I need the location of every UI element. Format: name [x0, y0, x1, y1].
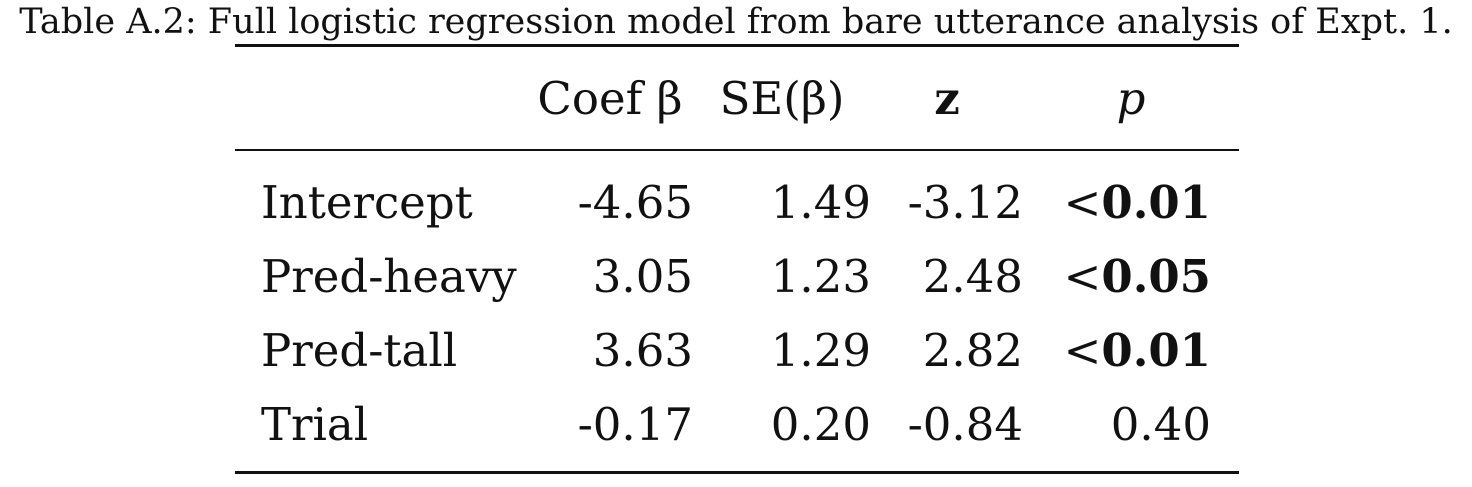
table-row: Pred-heavy 3.05 1.23 2.48 <0.05 [235, 239, 1239, 313]
p-cell: 0.40 [1023, 387, 1239, 471]
coef-cell: 3.05 [592, 249, 693, 303]
regression-table-grid: Coef β SE(β) z p [235, 47, 1239, 149]
z-cell: 2.48 [922, 249, 1023, 303]
term-cell: Pred-heavy [261, 249, 517, 303]
header-row: Coef β SE(β) z p [235, 47, 1239, 149]
p-cell: <0.01 [1023, 151, 1239, 239]
top-rule [235, 44, 1239, 47]
p-value: 0.05 [1101, 249, 1211, 303]
header-coef: Coef β [537, 71, 683, 125]
p-prefix: < [1063, 249, 1102, 303]
coef-cell: -4.65 [577, 175, 693, 229]
table-row: Pred-tall 3.63 1.29 2.82 <0.01 [235, 313, 1239, 387]
term-cell: Intercept [261, 175, 473, 229]
header-z: z [934, 71, 960, 125]
table-caption: Table A.2: Full logistic regression mode… [19, 2, 1453, 42]
coef-cell: -0.17 [577, 397, 693, 451]
regression-table-body: Intercept -4.65 1.49 -3.12 <0.01 Pred-he… [235, 151, 1239, 471]
p-cell: <0.01 [1023, 313, 1239, 387]
coef-cell: 3.63 [592, 323, 693, 377]
bottom-rule [235, 471, 1239, 474]
z-cell: 2.82 [922, 323, 1023, 377]
se-cell: 1.49 [770, 175, 871, 229]
z-cell: -3.12 [907, 175, 1023, 229]
se-cell: 1.23 [770, 249, 871, 303]
p-prefix: < [1063, 323, 1102, 377]
p-cell: <0.05 [1023, 239, 1239, 313]
table-row: Trial -0.17 0.20 -0.84 0.40 [235, 387, 1239, 471]
p-value: 0.01 [1101, 175, 1211, 229]
se-cell: 0.20 [770, 397, 871, 451]
regression-table: Coef β SE(β) z p Intercept -4.65 1.49 -3… [235, 44, 1239, 474]
header-term [235, 47, 527, 149]
se-cell: 1.29 [770, 323, 871, 377]
table-row: Intercept -4.65 1.49 -3.12 <0.01 [235, 151, 1239, 239]
term-cell: Trial [261, 397, 369, 451]
header-p: p [1116, 71, 1146, 125]
p-value: 0.40 [1110, 397, 1211, 451]
mid-rule [235, 149, 1239, 151]
z-cell: -0.84 [907, 397, 1023, 451]
term-cell: Pred-tall [261, 323, 458, 377]
p-prefix: < [1063, 175, 1102, 229]
header-se: SE(β) [719, 71, 845, 125]
p-value: 0.01 [1101, 323, 1211, 377]
